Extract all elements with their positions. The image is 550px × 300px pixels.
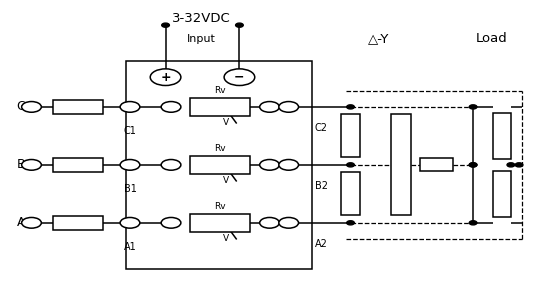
Text: B: B (16, 158, 25, 171)
Bar (53, 216, 103, 230)
Text: V: V (223, 233, 229, 242)
Text: Rv: Rv (214, 86, 226, 95)
Circle shape (507, 163, 515, 167)
Text: Input: Input (186, 34, 216, 44)
Bar (493, 113, 511, 159)
Circle shape (161, 218, 181, 228)
Circle shape (469, 163, 477, 167)
Circle shape (120, 102, 140, 112)
Circle shape (346, 105, 354, 109)
Text: 3-32VDC: 3-32VDC (172, 12, 230, 25)
Bar (340, 114, 360, 158)
Bar (190, 214, 250, 232)
Circle shape (346, 163, 354, 167)
Text: A2: A2 (315, 239, 328, 249)
Circle shape (162, 23, 169, 27)
Circle shape (469, 105, 477, 109)
Text: C2: C2 (315, 123, 328, 133)
Bar (391, 114, 411, 215)
Circle shape (279, 160, 299, 170)
Circle shape (346, 221, 354, 225)
Circle shape (260, 102, 279, 112)
Text: C1: C1 (124, 126, 136, 136)
Bar (53, 100, 103, 114)
Text: B1: B1 (124, 184, 136, 194)
Circle shape (21, 218, 41, 228)
Text: A: A (16, 216, 25, 229)
Circle shape (120, 218, 140, 228)
Circle shape (150, 69, 181, 85)
Circle shape (224, 69, 255, 85)
Circle shape (469, 221, 477, 225)
Text: V: V (223, 176, 229, 184)
Text: △-Y: △-Y (368, 32, 389, 45)
Bar (190, 98, 250, 116)
Circle shape (515, 163, 523, 167)
Text: C: C (16, 100, 25, 113)
Text: +: + (160, 71, 171, 84)
Circle shape (260, 218, 279, 228)
Circle shape (235, 23, 243, 27)
Circle shape (21, 102, 41, 112)
Text: B2: B2 (315, 181, 328, 191)
Circle shape (260, 160, 279, 170)
Bar (53, 158, 103, 172)
Text: Rv: Rv (214, 144, 226, 153)
Text: Load: Load (475, 32, 507, 45)
Bar (190, 156, 250, 174)
Text: −: − (234, 71, 245, 84)
Text: Rv: Rv (214, 202, 226, 211)
Circle shape (469, 163, 477, 167)
Circle shape (21, 160, 41, 170)
Bar (340, 172, 360, 215)
Text: V: V (223, 118, 229, 127)
Text: A1: A1 (124, 242, 136, 252)
Bar (126, 61, 312, 269)
Circle shape (120, 160, 140, 170)
Circle shape (279, 102, 299, 112)
Bar (420, 158, 453, 171)
Circle shape (279, 218, 299, 228)
Circle shape (161, 160, 181, 170)
Bar (493, 171, 511, 217)
Circle shape (161, 102, 181, 112)
